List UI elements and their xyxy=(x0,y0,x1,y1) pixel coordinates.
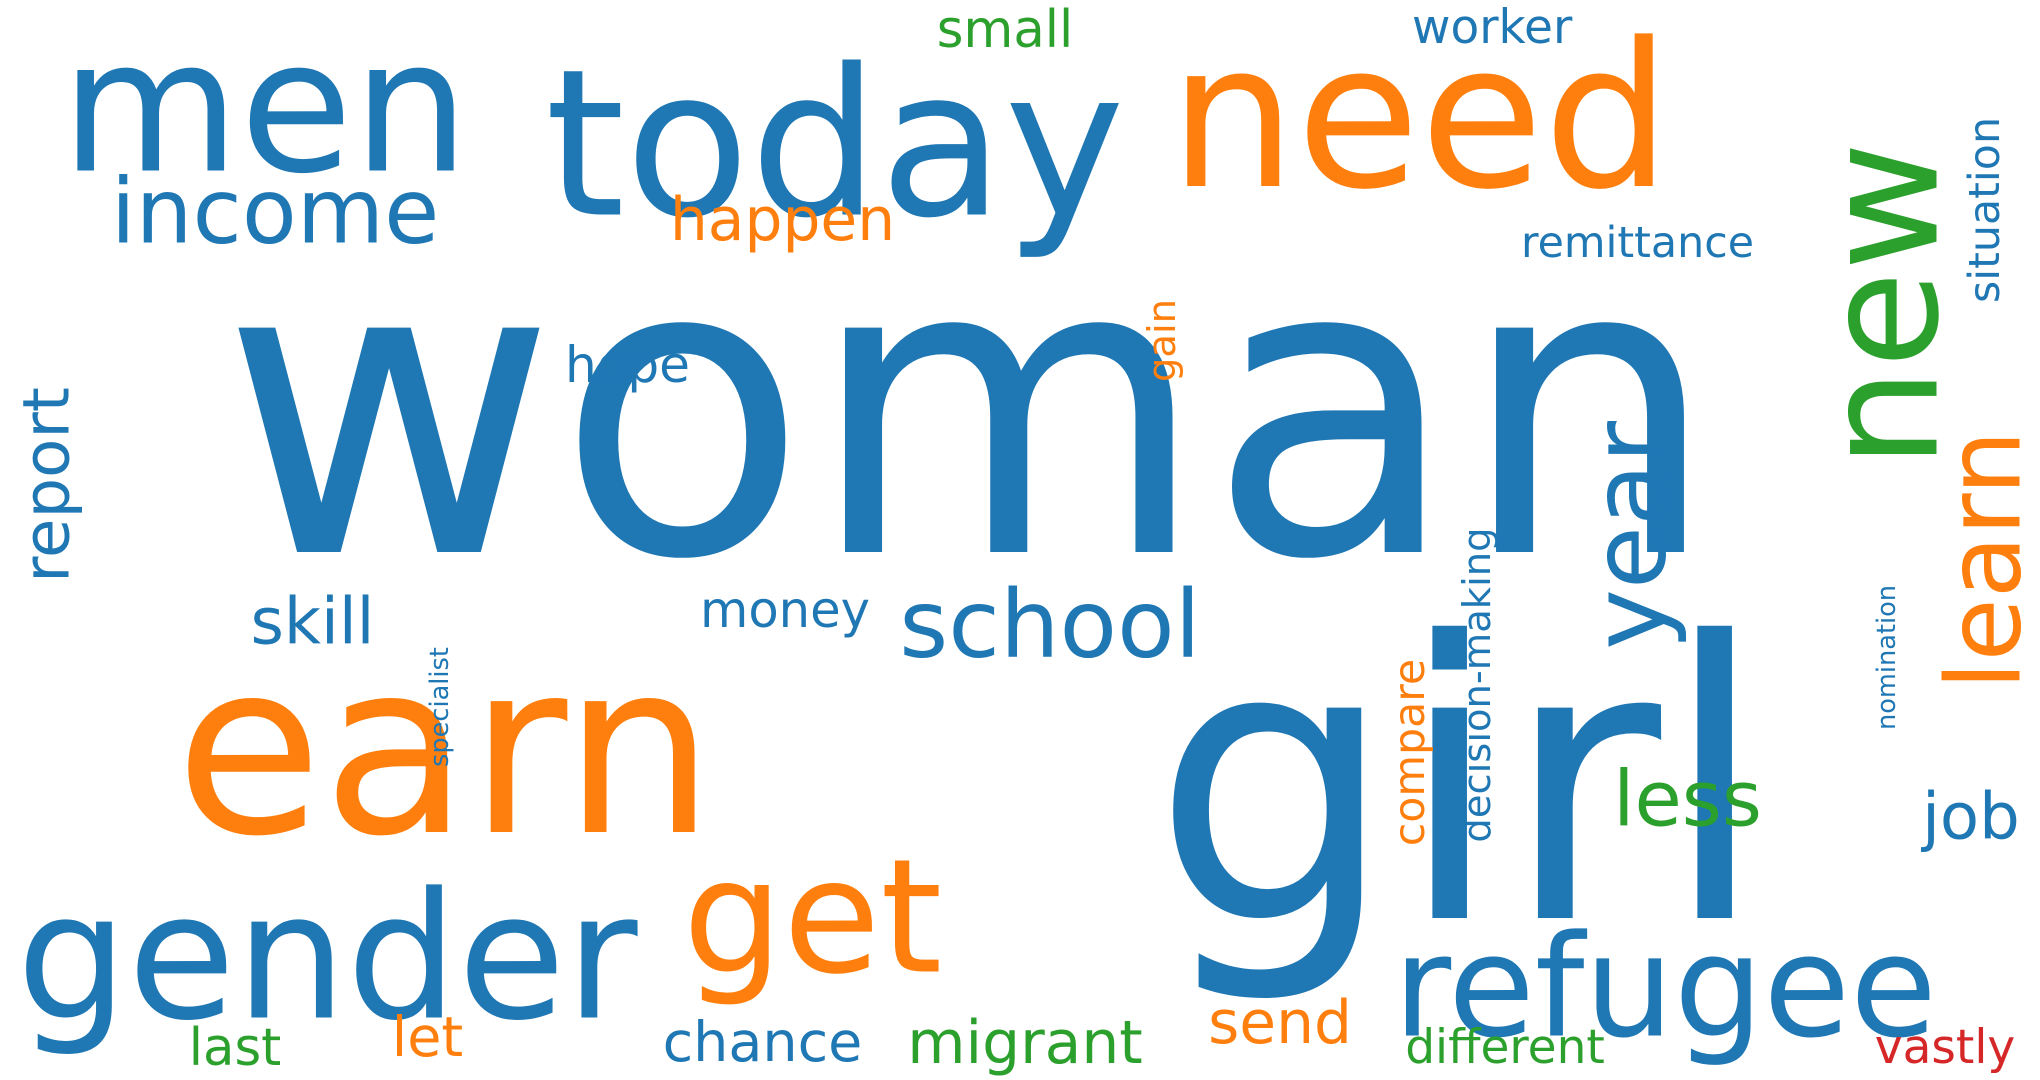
word-new: new xyxy=(1791,142,1975,469)
word-gain: gain xyxy=(1140,299,1185,382)
word-woman: woman xyxy=(221,171,1719,649)
word-hope: hope xyxy=(565,336,690,394)
word-earn: earn xyxy=(175,611,715,889)
word-skill: skill xyxy=(251,586,375,660)
word-migrant: migrant xyxy=(907,1008,1143,1078)
word-report: report xyxy=(11,387,85,583)
word-last: last xyxy=(189,1018,281,1078)
word-decision-making: decision-making xyxy=(1455,527,1500,842)
word-today: today xyxy=(545,27,1125,264)
word-refugee: refugee xyxy=(1393,906,1937,1070)
word-school: school xyxy=(899,571,1200,680)
word-let: let xyxy=(392,1005,463,1070)
word-less: less xyxy=(1613,756,1762,845)
word-small: small xyxy=(937,0,1074,60)
word-worker: worker xyxy=(1412,0,1573,55)
word-income: income xyxy=(111,161,440,265)
word-need: need xyxy=(1169,1,1671,234)
word-chance: chance xyxy=(663,1010,863,1075)
word-job: job xyxy=(1920,781,2020,855)
word-compare: compare xyxy=(1385,659,1435,847)
word-girl: girl xyxy=(1152,561,1768,1009)
word-send: send xyxy=(1208,988,1352,1058)
word-learn: learn xyxy=(1926,430,2040,690)
word-men: men xyxy=(61,1,470,215)
word-vastly: vastly xyxy=(1875,1020,2015,1075)
word-get: get xyxy=(683,826,943,1010)
word-happen: happen xyxy=(670,185,895,255)
word-money: money xyxy=(700,581,870,639)
word-specialist: specialist xyxy=(425,647,455,767)
word-remittance: remittance xyxy=(1521,218,1754,268)
word-year: year xyxy=(1571,420,1690,650)
word-nomination: nomination xyxy=(1872,585,1902,730)
word-gender: gender xyxy=(17,856,639,1060)
word-situation: situation xyxy=(1960,117,2010,303)
word-different: different xyxy=(1405,1020,1605,1075)
